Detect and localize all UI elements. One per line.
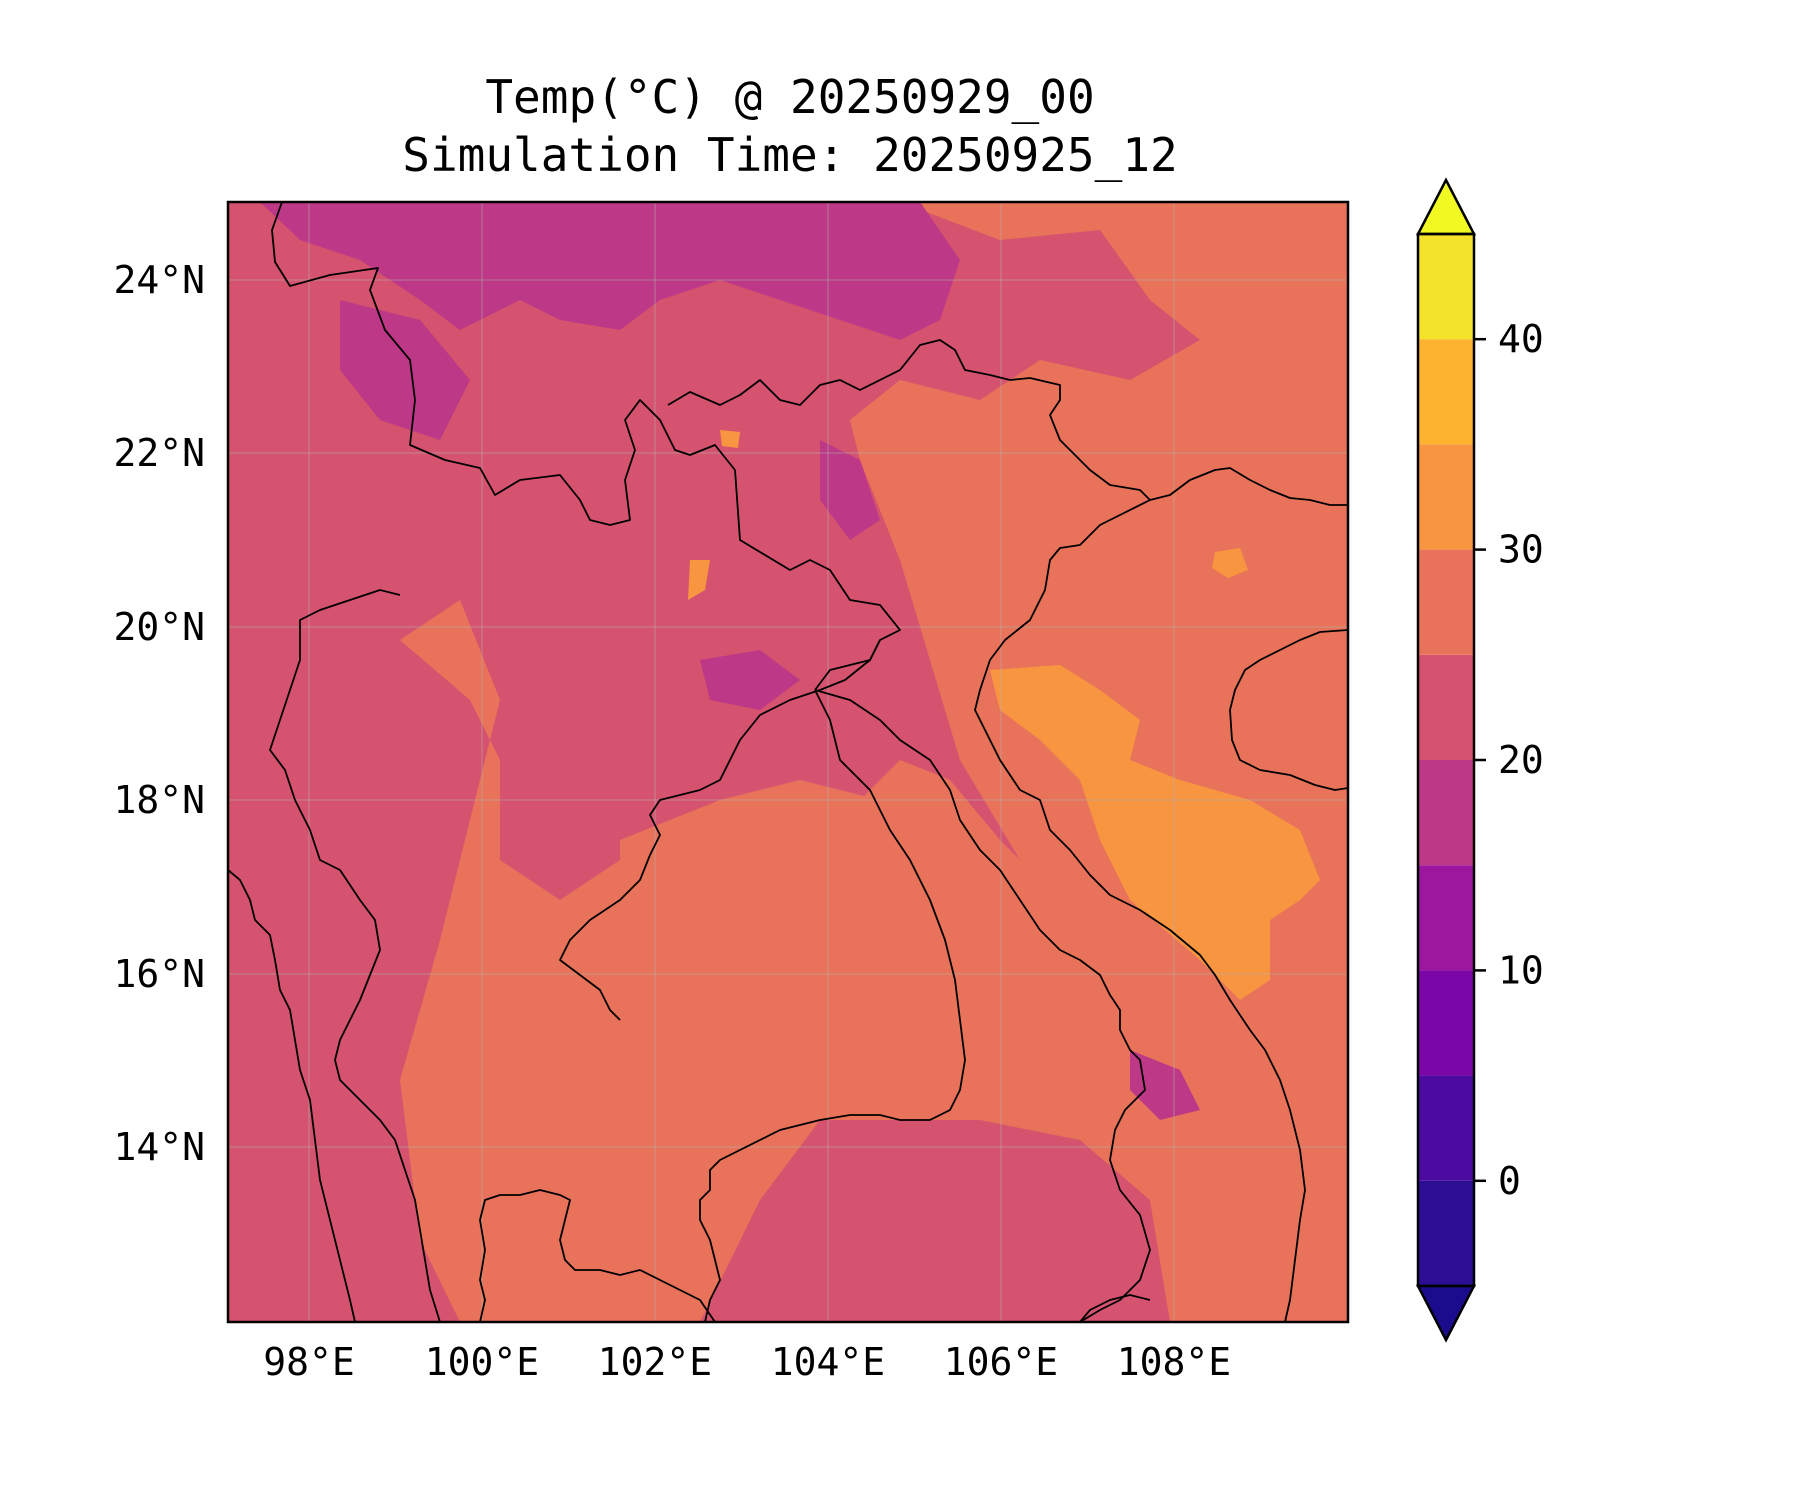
map-subtitle: Simulation Time: 20250925_12 [402, 128, 1178, 182]
colorbar-segment [1418, 970, 1474, 1076]
colorbar-segment [1418, 444, 1474, 550]
colorbar-tick-label: 40 [1498, 317, 1544, 361]
coastline-vietnam-north [974, 499, 1306, 1322]
border-cambodia-vietnam-south [1079, 1294, 1151, 1322]
lat-label: 24°N [113, 258, 205, 302]
colorbar-tick-label: 10 [1498, 948, 1544, 992]
longitude-labels: 98°E 100°E 102°E 104°E 106°E 108°E [263, 1340, 1231, 1384]
coastline-hainan [1229, 629, 1348, 791]
lon-label: 104°E [771, 1340, 885, 1384]
field-band-25-30-center [620, 780, 980, 990]
colorbar: 40 30 20 10 0 [1415, 177, 1544, 1343]
colorbar-extend-top [1415, 177, 1477, 236]
lat-label: 22°N [113, 431, 205, 475]
border-laos-vietnam [814, 689, 1151, 1322]
field-band-15-20-patch [340, 300, 470, 440]
border-thailand-myanmar [269, 589, 441, 1322]
colorbar-segments [1418, 234, 1474, 1286]
colorbar-segment [1418, 234, 1474, 340]
field-band-15-20-patch [700, 650, 800, 710]
field-band-15-20-patch [820, 440, 880, 540]
lon-label: 100°E [425, 1340, 539, 1384]
lon-label: 102°E [598, 1340, 712, 1384]
colorbar-tick-label: 0 [1498, 1159, 1521, 1203]
colorbar-segment [1418, 549, 1474, 655]
colorbar-ticks: 40 30 20 10 0 [1474, 317, 1544, 1203]
colorbar-segment [1418, 760, 1474, 866]
country-borders-and-coastlines [228, 202, 1348, 1322]
lat-label: 18°N [113, 778, 205, 822]
colorbar-segment [1418, 654, 1474, 760]
lon-label: 108°E [1117, 1340, 1231, 1384]
field-band-15-20-patch [1130, 1050, 1200, 1120]
field-band-15-20 [260, 202, 960, 340]
map-gridlines [228, 202, 1348, 1322]
map-frame [226, 200, 1350, 1324]
lat-label: 20°N [113, 605, 205, 649]
field-band-30-35 [990, 665, 1320, 1000]
colorbar-segment [1418, 1180, 1474, 1286]
colorbar-segment [1418, 1075, 1474, 1181]
colorbar-extend-bottom [1415, 1284, 1477, 1343]
field-band-30-35-spot [688, 560, 710, 600]
colorbar-segment [1418, 339, 1474, 445]
colorbar-tick-label: 30 [1498, 528, 1544, 572]
field-band-30-35-spot [720, 430, 740, 448]
latitude-labels: 24°N 22°N 20°N 18°N 16°N 14°N [113, 258, 205, 1169]
border-myanmar-china [271, 202, 901, 691]
map-title: Temp(°C) @ 20250929_00 [485, 70, 1095, 124]
lat-label: 14°N [113, 1125, 205, 1169]
border-china-vietnam [667, 339, 1151, 501]
lon-label: 98°E [263, 1340, 355, 1384]
border-laos-thailand [559, 639, 881, 1021]
coastline-gulf-of-thailand [479, 1189, 716, 1322]
coastline-gulf-tonkin-north [1149, 467, 1348, 506]
lon-label: 106°E [944, 1340, 1058, 1384]
field-band-30-35-spot [1212, 548, 1248, 578]
colorbar-tick-label: 20 [1498, 738, 1544, 782]
border-thailand-cambodia [699, 689, 966, 1322]
coastline-myanmar-west [228, 869, 356, 1322]
temperature-field [228, 202, 1348, 1322]
lat-label: 16°N [113, 952, 205, 996]
colorbar-segment [1418, 865, 1474, 971]
